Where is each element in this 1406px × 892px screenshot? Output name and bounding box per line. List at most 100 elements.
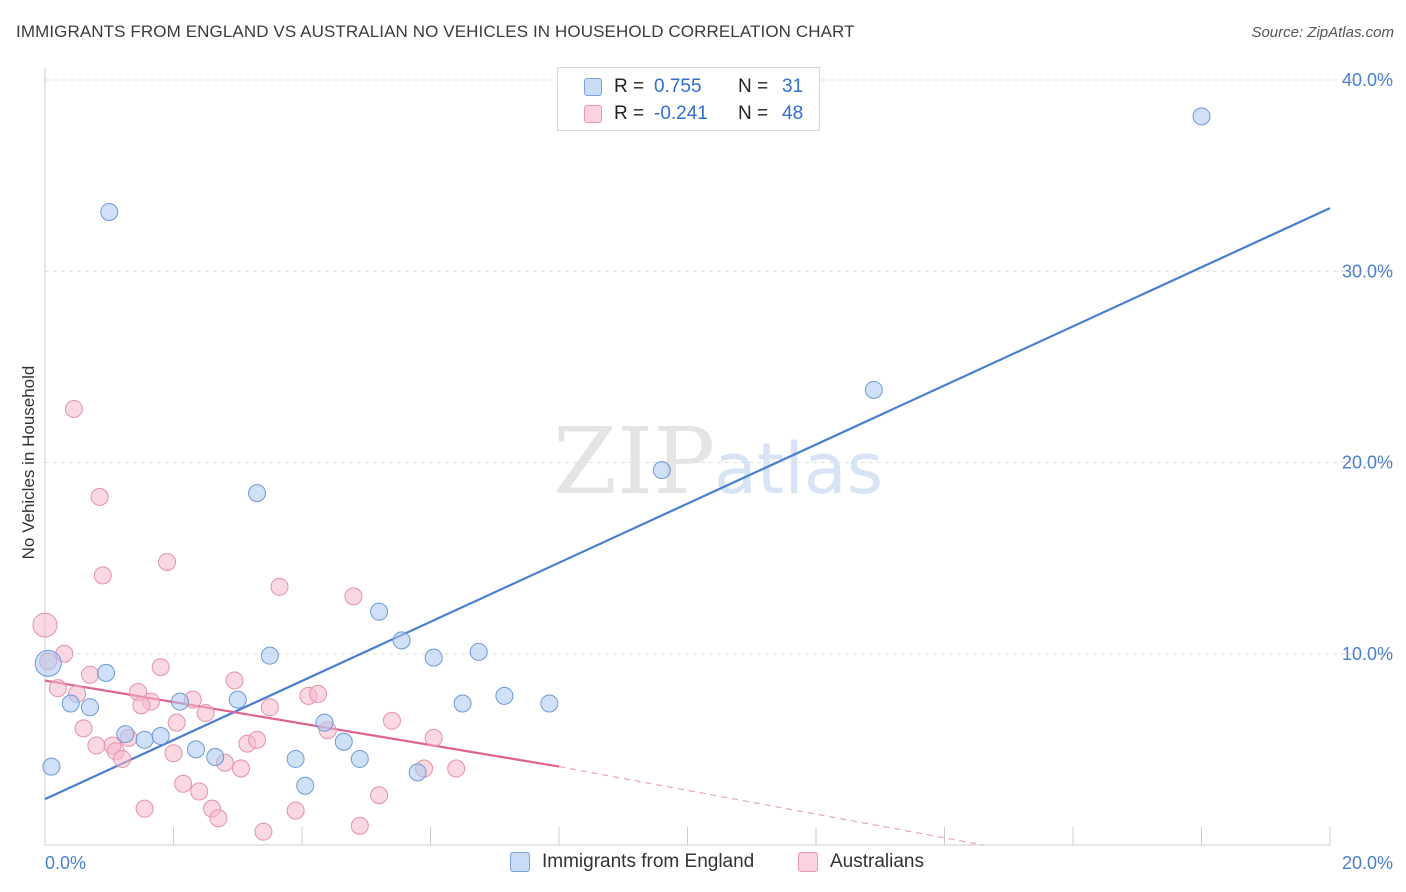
n-label: N = — [738, 76, 769, 97]
point-england — [248, 484, 267, 503]
n-value: 31 — [782, 76, 804, 97]
point-australians — [80, 665, 99, 684]
point-australians — [344, 587, 363, 606]
point-australians — [424, 728, 443, 747]
watermark: ZIP atlas — [553, 408, 883, 515]
point-england — [864, 380, 883, 399]
point-australians — [151, 658, 170, 677]
point-england — [286, 749, 305, 768]
point-england — [315, 713, 334, 732]
point-england — [61, 694, 80, 713]
point-australians — [309, 684, 328, 703]
legend-row-england: R = 0.755 N = 31 — [584, 75, 803, 99]
watermark-zip: ZIP — [553, 408, 715, 515]
point-australians — [74, 719, 93, 738]
legend-item-australians: Australians — [798, 851, 924, 873]
point-england — [495, 686, 514, 705]
point-england — [424, 648, 443, 667]
r-value: -0.241 — [654, 103, 708, 124]
gridlines — [45, 79, 1395, 655]
point-england — [350, 749, 369, 768]
point-australians — [370, 786, 389, 805]
trendlines — [44, 207, 1331, 846]
chart-title: IMMIGRANTS FROM ENGLAND VS AUSTRALIAN NO… — [16, 22, 855, 41]
point-australians — [254, 822, 273, 841]
watermark-atlas: atlas — [714, 428, 883, 510]
point-australians — [447, 759, 466, 778]
australians-swatch — [798, 852, 818, 872]
australians-swatch — [584, 105, 602, 123]
point-australians — [270, 577, 289, 596]
point-australians — [64, 399, 83, 418]
point-australians — [167, 713, 186, 732]
point-england — [100, 202, 119, 221]
england-swatch — [584, 78, 602, 96]
point-england — [42, 757, 61, 776]
point-australians — [286, 801, 305, 820]
point-australians — [248, 730, 267, 749]
point-australians — [87, 736, 106, 755]
trendline-australians-extension — [558, 765, 984, 846]
y-tick-label: 30.0% — [1342, 261, 1393, 281]
point-australians — [260, 698, 279, 717]
point-australians — [48, 679, 67, 698]
point-australians — [231, 759, 250, 778]
point-england — [135, 730, 154, 749]
point-england — [170, 692, 189, 711]
point-england — [151, 726, 170, 745]
point-australians — [190, 782, 209, 801]
legend-label-england: Immigrants from England — [542, 851, 755, 872]
x-tick-label: 0.0% — [45, 853, 86, 873]
point-england — [296, 776, 315, 795]
y-tick-label: 40.0% — [1342, 70, 1393, 90]
point-australians — [132, 696, 151, 715]
point-england — [1192, 107, 1211, 126]
series-legend: Immigrants from England Australians — [0, 851, 1406, 879]
y-axis-label: No Vehicles in Household — [19, 366, 38, 560]
correlation-legend: R = 0.755 N = 31 R = -0.241 N = 48 — [557, 67, 820, 131]
point-australians — [225, 671, 244, 690]
point-australians — [164, 744, 183, 763]
point-australians — [93, 566, 112, 585]
point-england — [370, 602, 389, 621]
point-england — [408, 763, 427, 782]
r-label: R = — [614, 76, 645, 97]
point-australians — [32, 612, 58, 638]
point-england — [540, 694, 559, 713]
legend-item-england: Immigrants from England — [510, 851, 754, 873]
point-australians — [382, 711, 401, 730]
trendline-england — [44, 207, 1331, 801]
point-australians — [158, 552, 177, 571]
source-credit: Source: ZipAtlas.com — [1251, 24, 1394, 41]
axes — [44, 68, 1331, 846]
point-england — [34, 649, 62, 677]
point-australians — [350, 816, 369, 835]
n-label: N = — [738, 103, 769, 124]
point-australians — [90, 487, 109, 506]
point-england — [186, 740, 205, 759]
england-swatch — [510, 852, 530, 872]
n-value: 48 — [782, 103, 804, 124]
r-label: R = — [614, 103, 645, 124]
point-australians — [174, 774, 193, 793]
point-england — [260, 646, 279, 665]
data-points — [32, 107, 1211, 841]
point-australians — [135, 799, 154, 818]
point-england — [228, 690, 247, 709]
point-england — [80, 698, 99, 717]
point-england — [97, 663, 116, 682]
legend-row-australians: R = -0.241 N = 48 — [584, 102, 803, 126]
point-australians — [209, 809, 228, 828]
point-england — [116, 725, 135, 744]
legend-label-australians: Australians — [830, 851, 924, 872]
y-tick-label: 20.0% — [1342, 453, 1393, 473]
point-england — [469, 642, 488, 661]
point-england — [652, 461, 671, 480]
point-england — [453, 694, 472, 713]
point-australians — [113, 749, 132, 768]
point-australians — [196, 704, 215, 723]
point-england — [206, 748, 225, 767]
point-england — [392, 631, 411, 650]
axis-labels: 10.0% 20.0% 30.0% 40.0% 0.0% 20.0% No Vehicles… — [19, 70, 1393, 873]
